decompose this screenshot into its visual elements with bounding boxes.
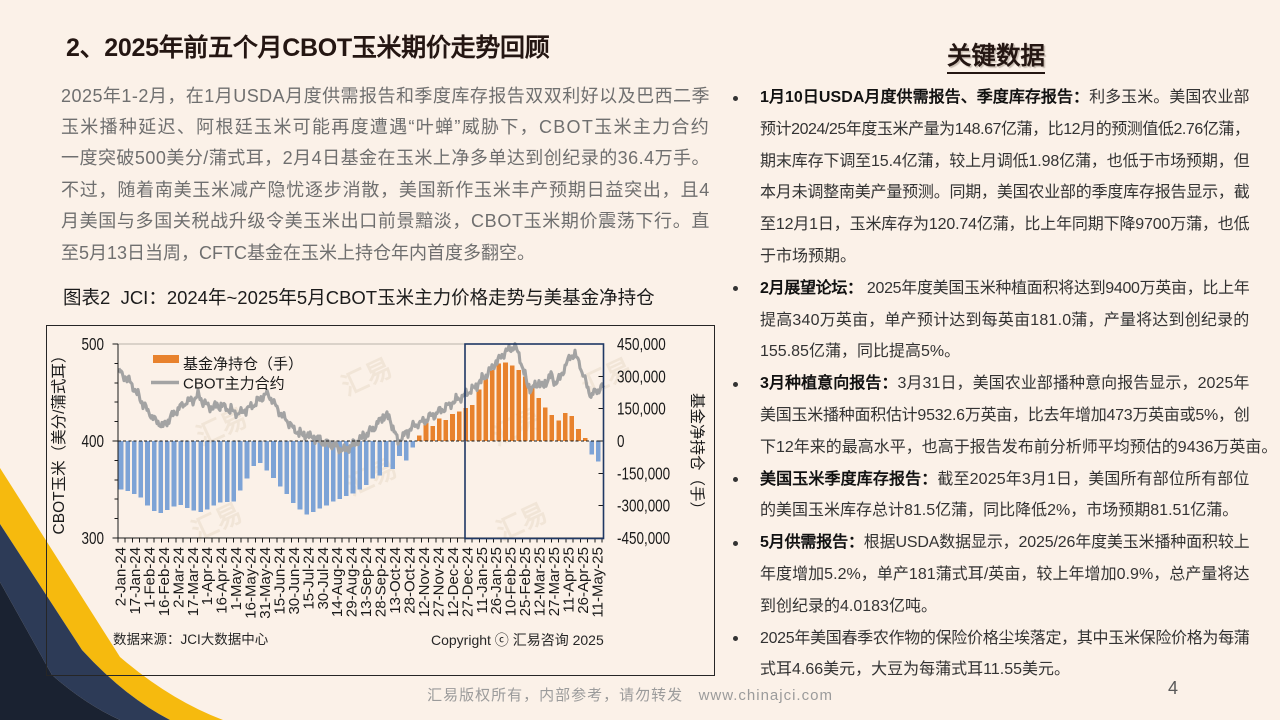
svg-text:500: 500 [82,335,105,354]
svg-text:12-Dec-24: 12-Dec-24 [445,547,462,617]
svg-text:28-Oct-24: 28-Oct-24 [402,547,419,614]
svg-text:26-Apr-25: 26-Apr-25 [575,547,592,614]
svg-text:15-Jul-24: 15-Jul-24 [300,547,317,610]
svg-text:Copyright ⓒ 汇易咨询 2025: Copyright ⓒ 汇易咨询 2025 [431,632,604,648]
svg-text:300: 300 [82,529,105,548]
svg-text:17-Mar-24: 17-Mar-24 [185,547,202,616]
svg-text:27-Mar-25: 27-Mar-25 [546,547,563,616]
svg-text:27-Dec-24: 27-Dec-24 [459,547,476,617]
svg-text:-300,000: -300,000 [617,497,670,516]
svg-text:26-Jan-25: 26-Jan-25 [488,547,505,615]
svg-text:11-Jan-25: 11-Jan-25 [474,547,491,613]
svg-text:16-Apr-24: 16-Apr-24 [214,547,231,614]
svg-text:2-Mar-24: 2-Mar-24 [170,547,187,608]
svg-text:2-Jan-24: 2-Jan-24 [113,547,130,606]
svg-text:0: 0 [617,432,625,451]
svg-text:CBOT主力合约: CBOT主力合约 [183,376,285,393]
svg-text:1-Apr-24: 1-Apr-24 [199,547,216,605]
svg-text:汇易: 汇易 [337,352,397,401]
svg-text:11-Apr-25: 11-Apr-25 [561,547,578,613]
svg-text:27-Nov-24: 27-Nov-24 [430,547,447,617]
svg-text:300,000: 300,000 [617,368,666,387]
svg-text:13-Oct-24: 13-Oct-24 [387,547,404,614]
svg-text:12-Nov-24: 12-Nov-24 [416,547,433,617]
svg-text:31-May-24: 31-May-24 [257,547,274,619]
svg-text:16-Feb-24: 16-Feb-24 [156,547,173,616]
svg-text:11-May-25: 11-May-25 [589,547,606,618]
svg-text:30-Jun-24: 30-Jun-24 [286,547,303,615]
svg-text:29-Aug-24: 29-Aug-24 [344,547,361,617]
svg-text:17-Jan-24: 17-Jan-24 [127,547,144,615]
svg-text:基金净持仓（手）: 基金净持仓（手） [183,356,303,373]
svg-text:CBOT玉米（美分/蒲式耳）: CBOT玉米（美分/蒲式耳） [50,348,68,535]
svg-text:15-Jun-24: 15-Jun-24 [271,547,288,615]
svg-text:12-Mar-25: 12-Mar-25 [532,547,549,616]
svg-text:1-May-24: 1-May-24 [228,547,245,610]
svg-text:150,000: 150,000 [617,400,666,419]
svg-text:14-Aug-24: 14-Aug-24 [329,547,346,617]
svg-text:-450,000: -450,000 [617,529,670,548]
svg-text:10-Feb-25: 10-Feb-25 [503,547,520,616]
svg-text:1-Feb-24: 1-Feb-24 [141,547,158,608]
svg-text:-150,000: -150,000 [617,465,670,484]
svg-text:30-Jul-24: 30-Jul-24 [315,547,332,610]
svg-text:13-Sep-24: 13-Sep-24 [358,547,375,617]
svg-text:数据来源：JCI大数据中心: 数据来源：JCI大数据中心 [113,632,269,647]
svg-text:16-May-24: 16-May-24 [243,547,260,619]
svg-text:28-Sep-24: 28-Sep-24 [373,547,390,617]
svg-text:400: 400 [82,432,105,451]
svg-text:基金净持仓（手）: 基金净持仓（手） [688,393,706,517]
svg-text:450,000: 450,000 [617,335,666,354]
svg-text:25-Feb-25: 25-Feb-25 [517,547,534,616]
